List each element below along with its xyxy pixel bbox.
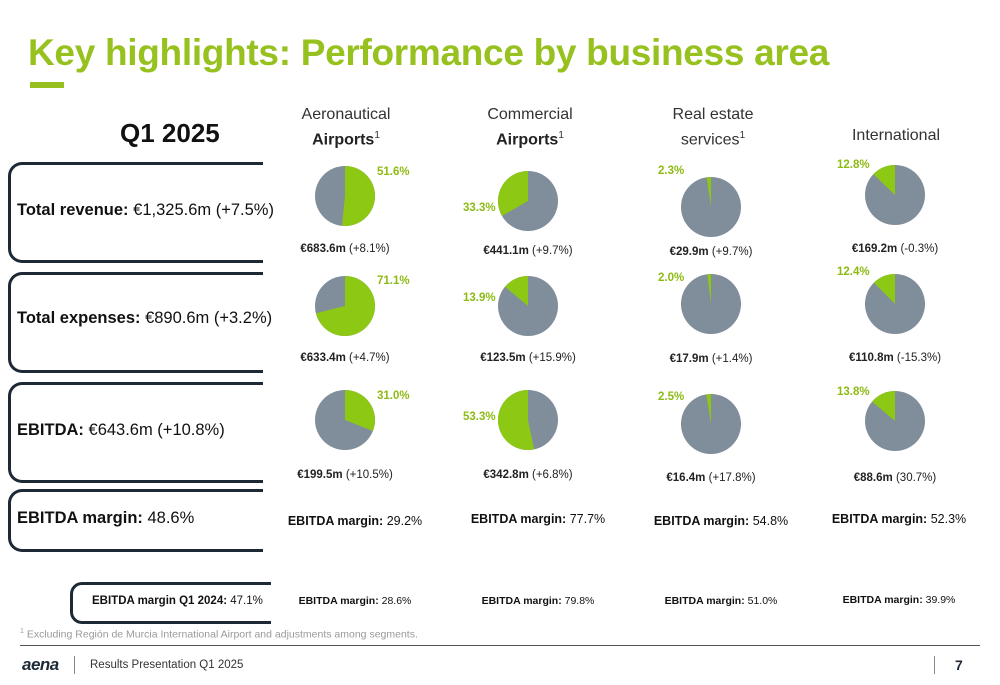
pie-value: €17.9m (+1.4%) bbox=[669, 353, 753, 365]
prev-margin-label: EBITDA margin Q1 2024: 47.1% bbox=[92, 595, 263, 607]
footer-separator bbox=[934, 656, 935, 674]
period-heading: Q1 2025 bbox=[120, 118, 220, 148]
pie-slice-share bbox=[341, 166, 375, 226]
pie-chart bbox=[498, 276, 558, 336]
column-header-sup: 1 bbox=[739, 130, 746, 141]
pie-slice-share bbox=[873, 165, 895, 195]
title-underline bbox=[30, 82, 64, 88]
column-header-sup: 1 bbox=[374, 130, 380, 141]
pie-chart bbox=[865, 391, 925, 451]
column-header-line2: services bbox=[680, 131, 740, 149]
pie-pct-label: 2.5% bbox=[658, 391, 685, 403]
column-header-international: International bbox=[826, 125, 966, 146]
page-title: Key highlights: Performance by business … bbox=[28, 32, 830, 73]
pie-value: €169.2m (-0.3%) bbox=[851, 243, 939, 255]
pie-pct-label: 12.4% bbox=[837, 266, 870, 278]
row-box-margin bbox=[8, 489, 263, 552]
pie-pct-label: 2.0% bbox=[658, 272, 685, 284]
row-label-margin: EBITDA margin: 48.6% bbox=[17, 509, 195, 527]
column-header-line2: Airports bbox=[496, 131, 559, 149]
pie-chart bbox=[681, 394, 741, 454]
pie-chart bbox=[681, 177, 741, 237]
ebitda-margin-real-estate: EBITDA margin: 54.8% bbox=[653, 514, 789, 528]
column-header-line2: Airports bbox=[312, 131, 375, 149]
pie-slice-share bbox=[315, 276, 375, 336]
prev-margin-box bbox=[70, 582, 271, 624]
footer-divider bbox=[20, 645, 980, 646]
pie-pct-label: 71.1% bbox=[377, 275, 410, 287]
pie-slice-share bbox=[706, 177, 711, 207]
pie-value: €88.6m (30.7%) bbox=[853, 472, 937, 484]
footer-text: Results Presentation Q1 2025 bbox=[90, 659, 244, 671]
column-header-aeronautical: Aeronautical Airports1 bbox=[276, 104, 416, 150]
pie-pct-label: 12.8% bbox=[837, 159, 870, 171]
ebitda-margin-aeronautical: EBITDA margin: 29.2% bbox=[287, 514, 423, 528]
row-label-ebitda: EBITDA: €643.6m (+10.8%) bbox=[17, 421, 225, 439]
ebitda-margin-commercial: EBITDA margin: 77.7% bbox=[470, 512, 606, 526]
pie-chart bbox=[865, 274, 925, 334]
ebitda-margin-international: EBITDA margin: 52.3% bbox=[831, 512, 967, 526]
pie-chart bbox=[865, 165, 925, 225]
pie-slice-share bbox=[873, 274, 895, 304]
row-label-revenue: Total revenue: €1,325.6m (+7.5%) bbox=[17, 201, 274, 219]
pie-chart bbox=[498, 390, 558, 450]
pie-value: €199.5m (+10.5%) bbox=[297, 469, 393, 481]
footer-separator bbox=[74, 656, 75, 674]
aena-logo: aena bbox=[22, 655, 59, 674]
pie-slice-share bbox=[505, 276, 528, 306]
pie-pct-label: 31.0% bbox=[377, 390, 410, 402]
row-box-ebitda bbox=[8, 382, 263, 483]
pie-pct-label: 53.3% bbox=[463, 411, 496, 423]
pie-value: €16.4m (+17.8%) bbox=[666, 472, 756, 484]
column-header-line1: International bbox=[851, 127, 941, 144]
column-header-line1: Aeronautical bbox=[301, 106, 391, 123]
row-box-revenue bbox=[8, 162, 263, 263]
pie-value: €683.6m (+8.1%) bbox=[300, 243, 390, 255]
pie-chart bbox=[498, 171, 558, 231]
pie-pct-label: 51.6% bbox=[377, 166, 410, 178]
pie-chart bbox=[315, 166, 375, 226]
column-header-commercial: Commercial Airports1 bbox=[460, 104, 600, 150]
pie-value: €123.5m (+15.9%) bbox=[480, 352, 576, 364]
prev-margin-real-estate: EBITDA margin: 51.0% bbox=[664, 595, 778, 607]
column-header-real-estate: Real estate services1 bbox=[643, 104, 783, 150]
pie-slice-share bbox=[872, 391, 895, 421]
page-number: 7 bbox=[955, 657, 963, 673]
footnote: 1 Excluding Región de Murcia Internation… bbox=[20, 628, 418, 641]
pie-value: €633.4m (+4.7%) bbox=[300, 352, 390, 364]
pie-value: €342.8m (+6.8%) bbox=[483, 469, 573, 481]
prev-margin-commercial: EBITDA margin: 79.8% bbox=[481, 595, 595, 607]
pie-slice-share bbox=[345, 390, 375, 432]
column-header-sup: 1 bbox=[558, 130, 564, 141]
pie-slice-share bbox=[707, 274, 711, 304]
pie-slice-share bbox=[498, 390, 535, 450]
column-header-line1: Commercial bbox=[487, 106, 573, 123]
pie-pct-label: 2.3% bbox=[658, 165, 685, 177]
prev-margin-aeronautical: EBITDA margin: 28.6% bbox=[298, 595, 412, 607]
pie-chart bbox=[681, 274, 741, 334]
row-label-expenses: Total expenses: €890.6m (+3.2%) bbox=[17, 309, 273, 327]
pie-value: €29.9m (+9.7%) bbox=[669, 246, 753, 258]
pie-pct-label: 13.8% bbox=[837, 386, 870, 398]
pie-slice-share bbox=[498, 171, 528, 216]
row-box-expenses bbox=[8, 272, 263, 373]
pie-pct-label: 13.9% bbox=[463, 292, 496, 304]
pie-chart bbox=[315, 276, 375, 336]
column-header-line1: Real estate bbox=[672, 106, 754, 123]
pie-value: €110.8m (-15.3%) bbox=[848, 352, 942, 364]
pie-slice-share bbox=[706, 394, 711, 424]
prev-margin-international: EBITDA margin: 39.9% bbox=[842, 594, 956, 606]
pie-chart bbox=[315, 390, 375, 450]
pie-pct-label: 33.3% bbox=[463, 202, 496, 214]
pie-value: €441.1m (+9.7%) bbox=[483, 245, 573, 257]
